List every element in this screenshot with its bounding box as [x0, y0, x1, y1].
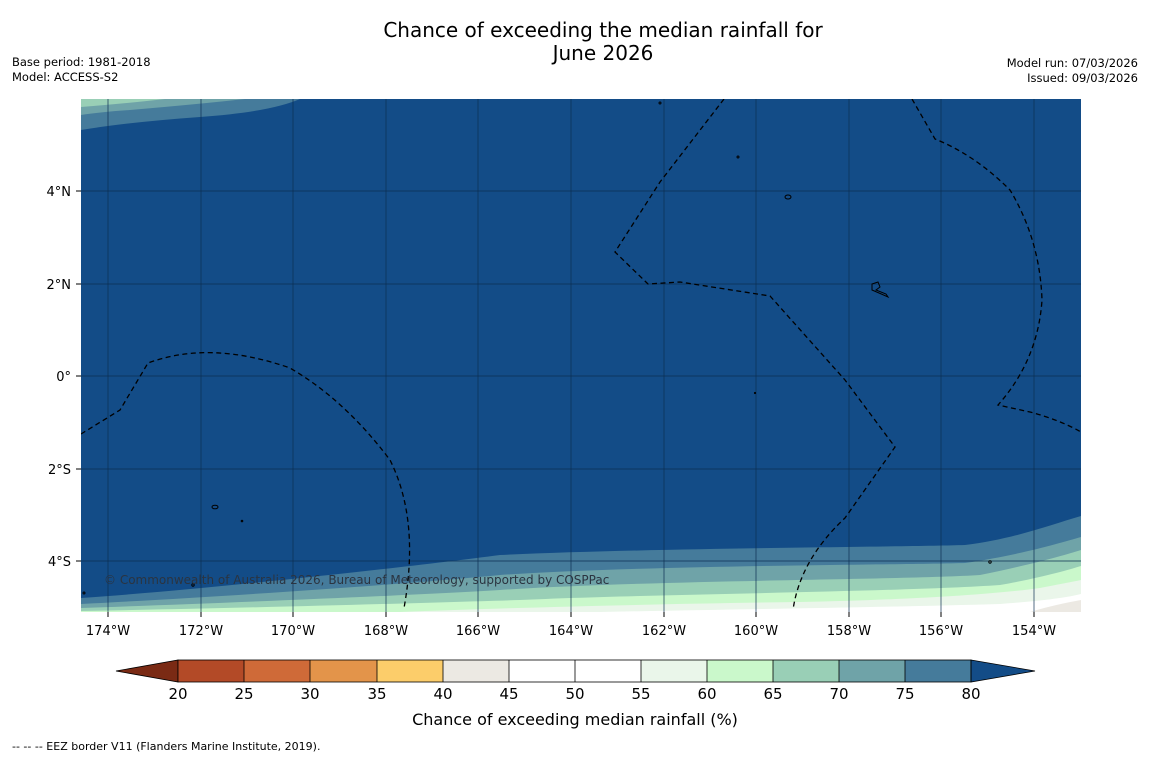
graticule — [81, 99, 1081, 612]
colorbar-segment — [773, 660, 839, 682]
colorbar-tick: 40 — [433, 685, 452, 703]
x-tick-label: 156°W — [919, 624, 963, 639]
island-6 — [240, 519, 244, 523]
colorbar-segment — [178, 660, 244, 682]
y-tick-label: 2°N — [47, 278, 72, 293]
colorbar-segment — [310, 660, 377, 682]
band-bottom-55 — [400, 580, 1081, 612]
x-tick-label: 168°W — [364, 624, 408, 639]
eez-borders — [81, 99, 1081, 611]
colorbar-tick: 70 — [829, 685, 848, 703]
colorbar-tick-labels: 20 25 30 35 40 45 50 55 60 65 70 75 80 — [168, 685, 980, 703]
band-bottom-60 — [81, 566, 1081, 612]
x-tick-label: 170°W — [271, 624, 315, 639]
colorbar-segment — [244, 660, 310, 682]
copyright-text: © Commonwealth of Australia 2026, Bureau… — [104, 573, 609, 587]
colorbar-tick: 75 — [895, 685, 914, 703]
meta-left: Base period: 1981-2018 Model: ACCESS-S2 — [12, 55, 151, 85]
colorbar-tick: 20 — [168, 685, 187, 703]
colorbar-extend-high — [970, 659, 1036, 683]
y-tick-label: 4°S — [48, 555, 71, 570]
title-line-2: June 2026 — [552, 41, 654, 65]
band-bottom-45 — [1030, 600, 1081, 612]
colorbar-tick: 25 — [234, 685, 253, 703]
y-tick-label: 4°N — [47, 185, 72, 200]
island-4 — [736, 155, 740, 159]
model-name: Model: ACCESS-S2 — [12, 70, 119, 84]
island-5 — [658, 101, 662, 105]
title-line-1: Chance of exceeding the median rainfall … — [383, 18, 823, 42]
colorbar-segment — [905, 660, 971, 682]
map-background — [81, 99, 1081, 612]
x-tick-label: 174°W — [86, 624, 130, 639]
colorbar-tick: 35 — [367, 685, 386, 703]
x-tick-label: 162°W — [642, 624, 686, 639]
colorbar-tick: 80 — [961, 685, 980, 703]
model-run: Model run: 07/03/2026 — [1006, 56, 1138, 70]
y-tick-label: 0° — [56, 370, 71, 385]
island-8 — [988, 560, 992, 564]
issued-date: Issued: 09/03/2026 — [1027, 71, 1138, 85]
colorbar-segment — [641, 660, 707, 682]
colorbar-segment — [707, 660, 773, 682]
colorbar-segment — [443, 660, 509, 682]
band-bottom-50 — [600, 594, 1081, 612]
colorbar-tick: 65 — [763, 685, 782, 703]
map-title: Chance of exceeding the median rainfall … — [300, 19, 906, 65]
y-tick-labels: 4°N 2°N 0° 2°S 4°S — [47, 185, 72, 570]
colorbar-segment — [575, 660, 641, 682]
island-2 — [871, 281, 890, 299]
colorbar-label: Chance of exceeding median rainfall (%) — [412, 710, 738, 729]
colorbar-segment — [839, 660, 905, 682]
colorbar — [115, 659, 1036, 683]
meta-right: Model run: 07/03/2026 Issued: 09/03/2026 — [1007, 56, 1138, 86]
x-tick-label: 172°W — [179, 624, 223, 639]
y-tick-label: 2°S — [48, 463, 71, 478]
colorbar-extend-low — [115, 659, 179, 683]
colorbar-segment — [509, 660, 575, 682]
footer-note: -- -- -- EEZ border V11 (Flanders Marine… — [12, 740, 321, 753]
x-tick-label: 158°W — [827, 624, 871, 639]
colorbar-tick: 55 — [631, 685, 650, 703]
islands — [82, 101, 992, 595]
x-tick-label: 164°W — [549, 624, 593, 639]
island-9 — [191, 583, 195, 587]
colorbar-segment — [377, 660, 443, 682]
x-tick-labels: 174°W 172°W 170°W 168°W 166°W 164°W 162°… — [86, 624, 1056, 639]
colorbar-tick: 45 — [499, 685, 518, 703]
island-7 — [753, 391, 757, 395]
base-period: Base period: 1981-2018 — [12, 55, 151, 69]
island-10 — [82, 591, 86, 595]
colorbar-tick: 60 — [697, 685, 716, 703]
island-3 — [211, 504, 219, 510]
x-tick-label: 154°W — [1012, 624, 1056, 639]
band-top-65 — [81, 99, 165, 107]
island-1 — [784, 194, 792, 200]
colorbar-tick: 30 — [300, 685, 319, 703]
map-plot-area: © Commonwealth of Australia 2026, Bureau… — [81, 99, 1081, 612]
x-tick-label: 160°W — [734, 624, 778, 639]
colorbar-tick: 50 — [565, 685, 584, 703]
x-tick-label: 166°W — [456, 624, 500, 639]
x-tick-marks — [107, 612, 1035, 617]
y-tick-marks — [76, 190, 81, 562]
